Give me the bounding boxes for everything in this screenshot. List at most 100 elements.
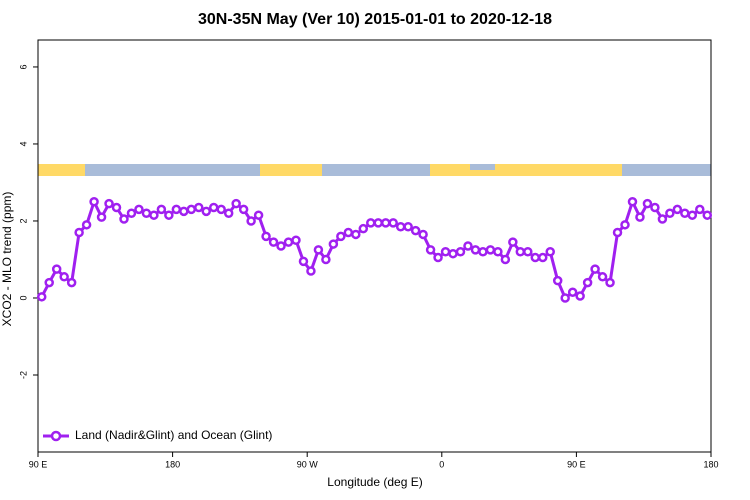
ocean-band [470, 164, 495, 170]
data-point [418, 229, 428, 240]
data-point [298, 256, 309, 267]
data-point [276, 241, 286, 251]
data-point [36, 292, 47, 302]
data-point [612, 227, 623, 238]
data-point [261, 231, 271, 242]
land-band [38, 164, 85, 176]
data-point [186, 204, 197, 215]
data-point [126, 208, 137, 219]
data-point [590, 264, 600, 274]
data-point [403, 221, 413, 232]
data-point [680, 208, 690, 219]
data-point [530, 252, 541, 263]
data-point [328, 239, 339, 249]
x-tick-label: 90 E [29, 459, 48, 469]
data-point [283, 237, 294, 247]
x-tick-label: 180 [165, 459, 180, 469]
y-tick-label: 0 [18, 295, 28, 300]
data-point [650, 202, 660, 213]
data-point [538, 252, 548, 263]
data-point [395, 221, 406, 232]
data-point [515, 247, 526, 257]
data-point [156, 204, 167, 215]
data-point [208, 202, 219, 213]
data-point [336, 231, 346, 242]
y-axis-label: XCO2 - MLO trend (ppm) [0, 192, 14, 327]
ocean-band [85, 164, 260, 176]
data-point [44, 277, 54, 288]
data-point [141, 208, 152, 219]
legend-marker [50, 430, 62, 442]
data-point [66, 277, 77, 288]
data-point [179, 206, 189, 217]
data-point [321, 254, 331, 265]
data-point [373, 218, 383, 228]
data-point [597, 272, 608, 282]
data-point [560, 293, 570, 303]
data-point [635, 212, 645, 222]
data-point [470, 245, 481, 255]
data-point [216, 204, 226, 215]
data-point [223, 208, 234, 219]
data-point [687, 210, 698, 220]
ocean-band [322, 164, 430, 176]
data-point [194, 202, 204, 213]
y-tick-label: 2 [18, 218, 28, 223]
x-axis-label: Longitude (deg E) [327, 475, 422, 489]
x-tick-label: 0 [439, 459, 444, 469]
data-point [508, 237, 518, 247]
data-point [104, 198, 114, 209]
x-tick-label: 180 [703, 459, 718, 469]
data-point [59, 272, 69, 282]
data-point [485, 245, 496, 255]
data-point [575, 291, 585, 301]
data-point [523, 247, 533, 257]
data-point [268, 237, 279, 247]
data-point [201, 206, 211, 217]
data-point [358, 223, 369, 234]
chart-title: 30N-35N May (Ver 10) 2015-01-01 to 2020-… [198, 11, 552, 28]
data-point [238, 204, 249, 215]
plot-frame [37, 39, 712, 453]
ocean-band [622, 164, 711, 176]
data-point [567, 287, 578, 297]
data-point [433, 252, 443, 263]
data-point [410, 225, 421, 236]
data-point [500, 254, 511, 265]
data-point [455, 247, 466, 257]
data-point [51, 264, 62, 274]
data-point [149, 210, 159, 220]
data-point [665, 208, 675, 219]
data-point [672, 204, 683, 215]
data-point [657, 214, 668, 224]
land-ocean-strip [38, 164, 711, 176]
data-point [642, 198, 653, 209]
legend-label: Land (Nadir&Glint) and Ocean (Glint) [75, 428, 272, 442]
data-point [440, 247, 451, 257]
data-point [313, 245, 324, 255]
data-point [231, 198, 241, 209]
data-point [89, 196, 99, 207]
data-point [306, 266, 316, 276]
data-point [171, 204, 182, 215]
data-point [493, 247, 503, 257]
data-point [478, 247, 488, 257]
data-point [582, 277, 593, 288]
y-tick-label: -2 [18, 371, 28, 379]
data-point [343, 227, 354, 238]
land-band [260, 164, 322, 176]
data-point [96, 212, 107, 222]
data-point [164, 210, 174, 220]
data-point [702, 210, 713, 220]
x-tick-label: 90 W [297, 459, 319, 469]
data-point [111, 202, 122, 213]
land-band [430, 164, 622, 176]
data-point [380, 218, 391, 228]
data-point [627, 196, 638, 207]
data-point [552, 275, 563, 286]
x-tick-label: 90 E [567, 459, 586, 469]
data-point [388, 218, 398, 228]
data-point [605, 277, 615, 288]
data-point [448, 248, 458, 259]
